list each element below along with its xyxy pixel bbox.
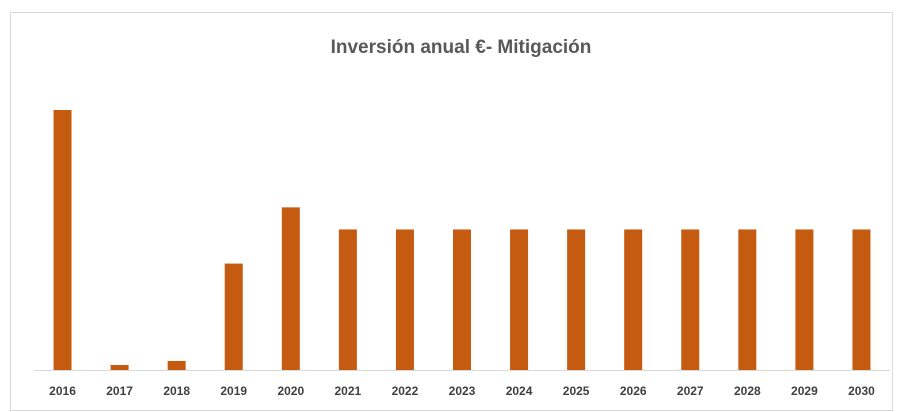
x-tick-label: 2019 <box>220 384 247 398</box>
bar <box>281 207 300 370</box>
bar <box>338 229 357 370</box>
x-tick-label: 2020 <box>277 384 304 398</box>
bar <box>624 229 643 370</box>
bar <box>224 263 243 370</box>
bar <box>852 229 871 370</box>
x-tick-label: 2029 <box>791 384 818 398</box>
bar <box>681 229 700 370</box>
bar <box>510 229 529 370</box>
x-tick-label: 2026 <box>620 384 647 398</box>
x-tick-label: 2030 <box>848 384 875 398</box>
bar <box>167 360 186 370</box>
x-tick-label: 2028 <box>734 384 761 398</box>
x-tick-label: 2023 <box>449 384 476 398</box>
bar <box>567 229 586 370</box>
x-tick-label: 2016 <box>49 384 76 398</box>
x-tick-label: 2022 <box>392 384 419 398</box>
x-tick-label: 2018 <box>163 384 190 398</box>
x-tick-label: 2021 <box>335 384 362 398</box>
bar <box>395 229 414 370</box>
x-tick-label: 2027 <box>677 384 704 398</box>
bar <box>453 229 471 370</box>
x-tick-label: 2024 <box>506 384 533 398</box>
chart-title: Inversión anual €- Mitigación <box>331 37 592 58</box>
bar <box>110 364 129 370</box>
chart-frame <box>10 12 893 411</box>
bar <box>795 229 814 370</box>
x-tick-label: 2025 <box>563 384 590 398</box>
x-tick-label: 2017 <box>106 384 133 398</box>
bar <box>53 110 72 370</box>
bar <box>738 229 757 370</box>
